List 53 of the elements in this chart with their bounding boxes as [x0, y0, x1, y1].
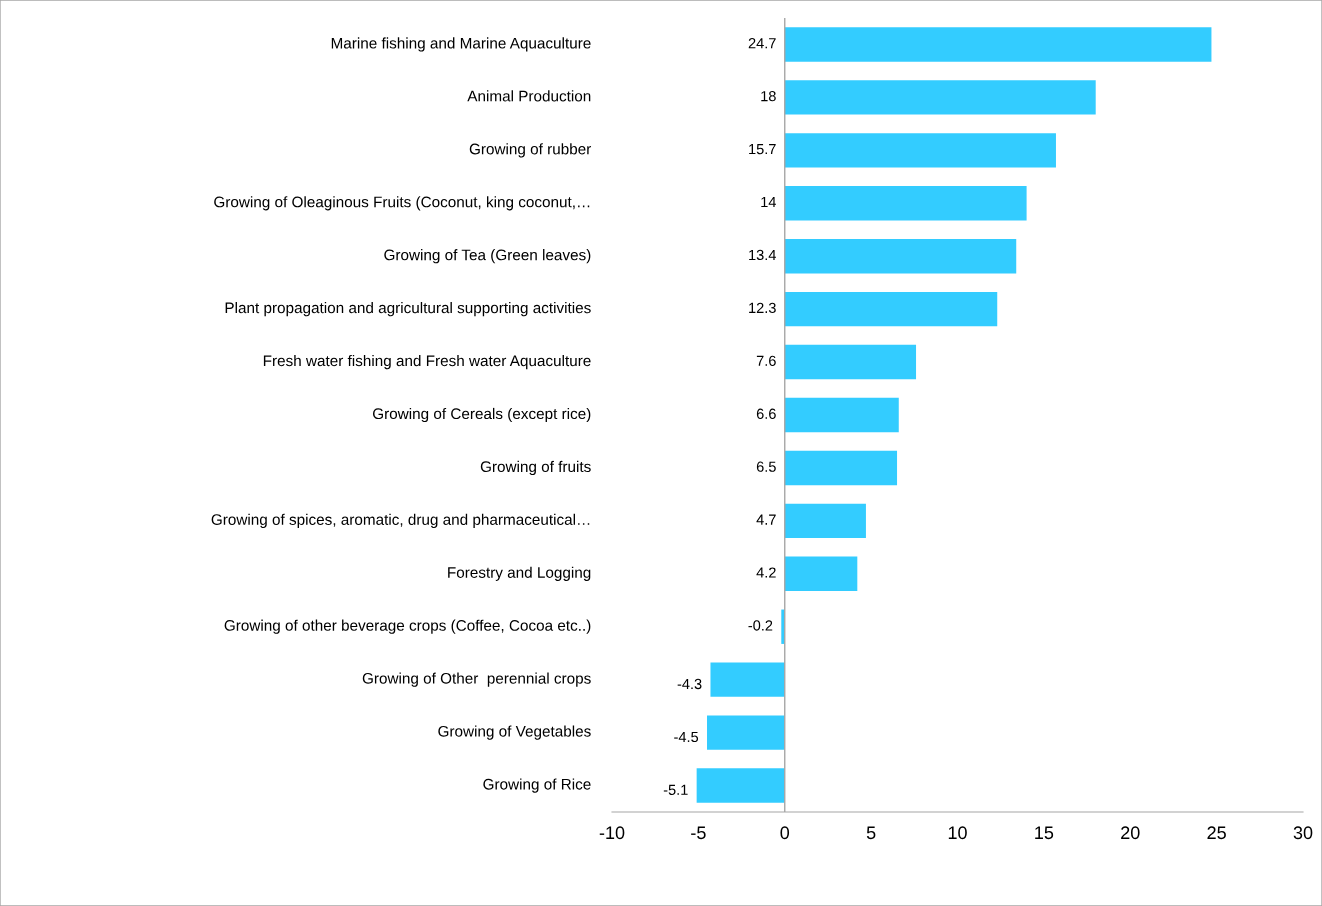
data-label: 7.6: [756, 355, 776, 366]
x-tick-label: 25: [1207, 826, 1226, 840]
x-tick-label: 20: [1121, 826, 1140, 840]
y-tick-label: Fresh water fishing and Fresh water Aquaculture: [263, 354, 591, 370]
bar: [696, 768, 785, 803]
bar: [784, 80, 1096, 115]
y-tick-label: Growing of Rice: [483, 778, 591, 793]
x-tick-label: 0: [780, 826, 790, 840]
bar: [784, 503, 866, 539]
data-label: 4.2: [756, 567, 776, 578]
bar: [784, 27, 1212, 62]
x-tick-label: -5: [691, 826, 706, 840]
y-tick-label: Growing of Vegetables: [438, 725, 591, 740]
bar: [710, 662, 785, 697]
bar: [784, 344, 917, 380]
data-label: 13.4: [749, 249, 776, 261]
y-tick-label: Growing of Tea (Green leaves): [384, 249, 591, 264]
y-tick-label: Growing of rubber: [469, 143, 592, 158]
data-label: -4.3: [677, 678, 702, 690]
y-tick-label: Growing of fruits: [480, 460, 591, 476]
data-label: 4.7: [756, 514, 776, 525]
data-label: 6.6: [756, 408, 776, 419]
bar: [784, 556, 858, 591]
x-tick-label: 15: [1035, 826, 1054, 840]
data-label: 18: [761, 90, 776, 102]
y-tick-label: Animal Production: [467, 90, 591, 102]
bar: [784, 397, 899, 433]
x-tick-label: -10: [599, 826, 625, 840]
y-tick-label: Growing of Oleaginous Fruits (Coconut, king coconut,…: [214, 196, 590, 211]
y-tick-label: Growing of Other perennial crops: [362, 672, 591, 687]
bar: [707, 715, 785, 750]
data-label: 24.7: [748, 38, 776, 49]
data-label: -0.2: [748, 620, 773, 631]
bar: [784, 450, 898, 486]
y-tick-label: Plant propagation and agricultural supporting activities: [225, 302, 591, 317]
y-tick-label: Growing of Cereals (except rice): [372, 407, 591, 423]
x-tick-label: 30: [1293, 826, 1313, 840]
y-tick-label: Marine fishing and Marine Aquaculture: [331, 37, 591, 52]
data-label: 12.3: [749, 302, 776, 314]
y-tick-label: Growing of other beverage crops (Coffee, Cocoa etc..): [224, 619, 591, 634]
bar: [784, 186, 1027, 221]
y-tick-label: Forestry and Logging: [448, 566, 591, 581]
bar: [784, 291, 998, 327]
data-label: 14: [761, 197, 776, 208]
data-label: -4.5: [674, 731, 699, 743]
data-label: 15.7: [749, 144, 776, 155]
bar: [784, 239, 1017, 274]
x-tick-label: 5: [866, 826, 876, 840]
x-tick-label: 10: [948, 826, 967, 840]
data-label: -5.1: [663, 784, 688, 795]
data-label: 6.5: [756, 461, 776, 472]
bar: [784, 133, 1056, 168]
y-tick-label: Growing of spices, aromatic, drug and pharmaceutical…: [211, 513, 590, 528]
